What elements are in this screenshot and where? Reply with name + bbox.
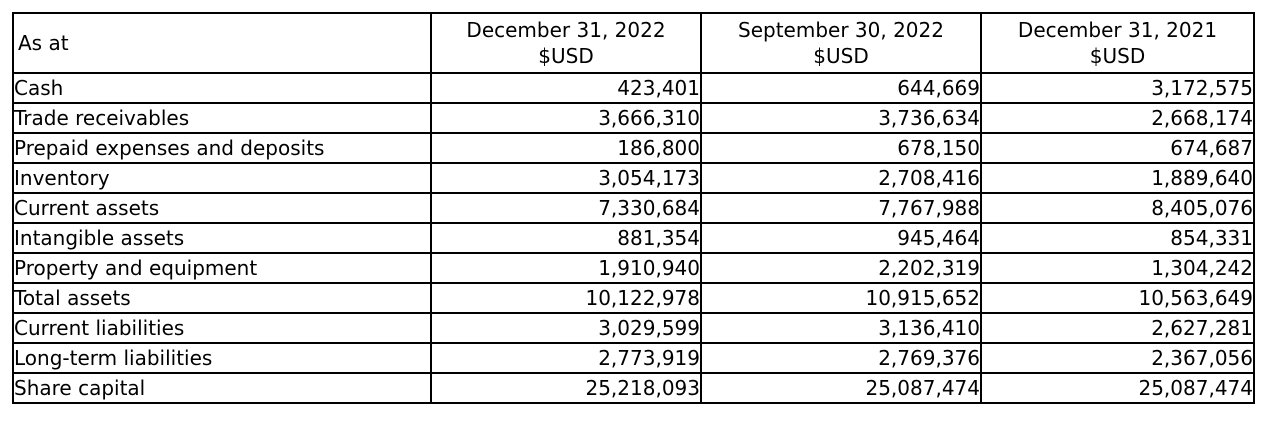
cell-value: 3,029,599 [430,312,702,344]
cell-value: 945,464 [700,222,982,254]
column-header-dec-2021: December 31, 2021 $USD [980,12,1255,74]
cell-value: 25,087,474 [980,372,1255,404]
column-unit: $USD [1089,44,1146,68]
column-title: December 31, 2022 [466,18,666,42]
cell-value: 2,367,056 [980,342,1255,374]
cell-value: 25,218,093 [430,372,702,404]
cell-value: 10,563,649 [980,282,1255,314]
cell-value: 8,405,076 [980,192,1255,224]
cell-value: 2,668,174 [980,102,1255,134]
header-as-at: As at [12,12,432,74]
table-row-inventory: Inventory 3,054,173 2,708,416 1,889,640 [12,162,1255,194]
cell-value: 678,150 [700,132,982,164]
cell-value: 674,687 [980,132,1255,164]
cell-value: 10,122,978 [430,282,702,314]
cell-value: 2,202,319 [700,252,982,284]
table-row-long-term-liabilities: Long-term liabilities 2,773,919 2,769,37… [12,342,1255,374]
row-label: Intangible assets [12,222,432,254]
cell-value: 3,054,173 [430,162,702,194]
table-header: As at December 31, 2022 $USD September 3… [12,12,1255,74]
column-unit: $USD [813,44,869,68]
column-title: December 31, 2021 [1017,18,1218,42]
cell-value: 1,304,242 [980,252,1255,284]
cell-value: 7,330,684 [430,192,702,224]
cell-value: 10,915,652 [700,282,982,314]
row-label: Current assets [12,192,432,224]
column-header-sep-2022: September 30, 2022 $USD [700,12,982,74]
column-unit: $USD [538,44,594,68]
cell-value: 3,172,575 [980,72,1255,104]
cell-value: 186,800 [430,132,702,164]
cell-value: 881,354 [430,222,702,254]
table-row-current-liabilities: Current liabilities 3,029,599 3,136,410 … [12,312,1255,344]
cell-value: 1,910,940 [430,252,702,284]
cell-value: 3,736,634 [700,102,982,134]
cell-value: 423,401 [430,72,702,104]
row-label: Long-term liabilities [12,342,432,374]
table-row-prepaid-expenses: Prepaid expenses and deposits 186,800 67… [12,132,1255,164]
row-label: Trade receivables [12,102,432,134]
cell-value: 3,666,310 [430,102,702,134]
table-body: Cash 423,401 644,669 3,172,575 Trade rec… [12,72,1255,404]
financial-table: As at December 31, 2022 $USD September 3… [12,12,1255,404]
row-label: Property and equipment [12,252,432,284]
table-row-share-capital: Share capital 25,218,093 25,087,474 25,0… [12,372,1255,404]
row-label: Current liabilities [12,312,432,344]
table-row-total-assets: Total assets 10,122,978 10,915,652 10,56… [12,282,1255,314]
cell-value: 2,773,919 [430,342,702,374]
cell-value: 2,769,376 [700,342,982,374]
cell-value: 2,708,416 [700,162,982,194]
table-row-property-equipment: Property and equipment 1,910,940 2,202,3… [12,252,1255,284]
row-label: Prepaid expenses and deposits [12,132,432,164]
table-row-trade-receivables: Trade receivables 3,666,310 3,736,634 2,… [12,102,1255,134]
cell-value: 644,669 [700,72,982,104]
table-row-cash: Cash 423,401 644,669 3,172,575 [12,72,1255,104]
cell-value: 3,136,410 [700,312,982,344]
row-label: Inventory [12,162,432,194]
table-row-current-assets: Current assets 7,330,684 7,767,988 8,405… [12,192,1255,224]
header-row: As at December 31, 2022 $USD September 3… [12,12,1255,74]
row-label: Total assets [12,282,432,314]
column-title: September 30, 2022 [738,18,944,42]
cell-value: 1,889,640 [980,162,1255,194]
cell-value: 2,627,281 [980,312,1255,344]
cell-value: 854,331 [980,222,1255,254]
row-label: Cash [12,72,432,104]
row-label: Share capital [12,372,432,404]
column-header-dec-2022: December 31, 2022 $USD [430,12,702,74]
cell-value: 7,767,988 [700,192,982,224]
cell-value: 25,087,474 [700,372,982,404]
table-row-intangible-assets: Intangible assets 881,354 945,464 854,33… [12,222,1255,254]
